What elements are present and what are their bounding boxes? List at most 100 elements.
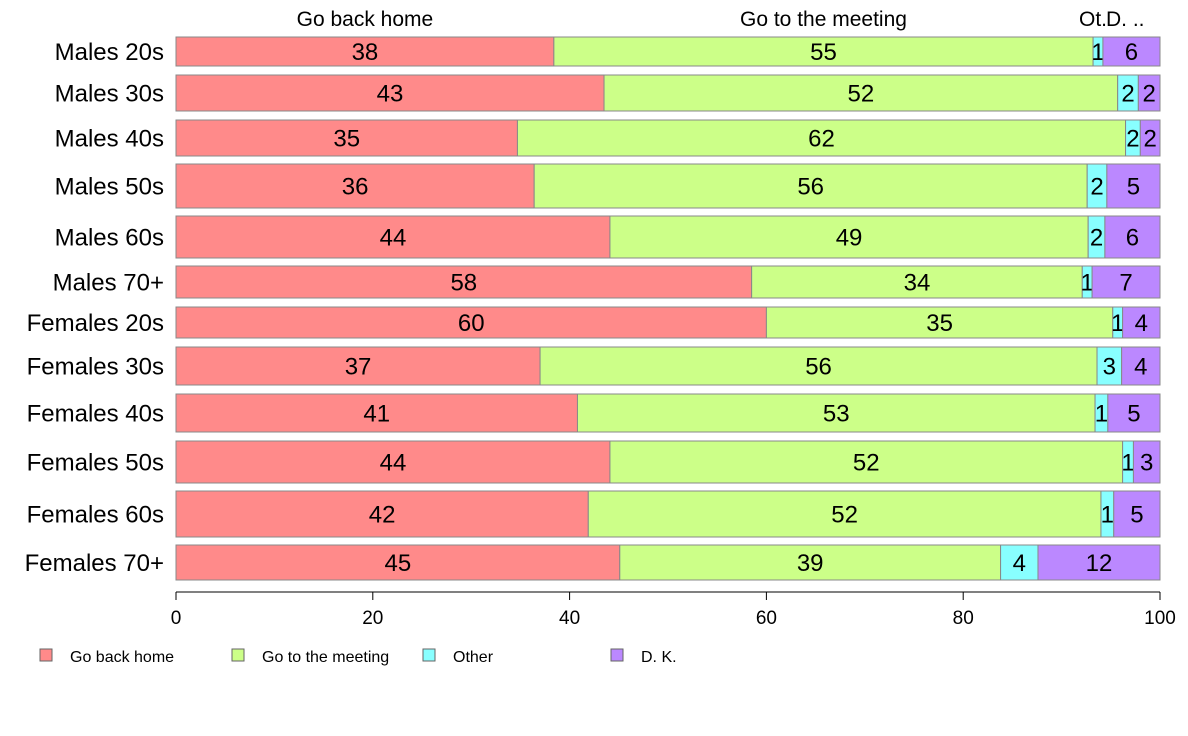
bar-segment xyxy=(175,36,555,67)
bar-value-label: 1 xyxy=(1095,401,1108,428)
bar-value-label: 53 xyxy=(823,401,850,428)
bar-value-label: 58 xyxy=(450,270,477,297)
bar-segment xyxy=(175,393,578,433)
bar-value-label: 35 xyxy=(926,310,953,337)
bar-segment xyxy=(1122,306,1161,339)
bar-segment xyxy=(175,215,611,259)
legend-label: D. K. xyxy=(641,649,677,666)
legend-label: Go to the meeting xyxy=(262,649,389,666)
bar-value-label: 56 xyxy=(805,354,832,381)
bar-segment xyxy=(1102,36,1161,67)
bar-segment xyxy=(175,306,767,339)
bar-value-label: 39 xyxy=(797,550,824,577)
top-label: Go back home xyxy=(297,8,434,31)
legend-swatch xyxy=(422,648,436,662)
category-label: Females 30s xyxy=(27,354,164,381)
bar-value-label: 4 xyxy=(1134,354,1147,381)
bar-value-label: 3 xyxy=(1103,354,1116,381)
x-tick-label: 100 xyxy=(1144,608,1176,629)
bar-value-label: 1 xyxy=(1081,270,1094,297)
bar-value-label: 2 xyxy=(1090,174,1103,201)
top-label: Ot. xyxy=(1079,8,1107,31)
bar-segment xyxy=(1091,265,1161,299)
bar-value-label: 12 xyxy=(1086,550,1113,577)
bar-value-label: 1 xyxy=(1111,310,1124,337)
x-tick-label: 60 xyxy=(756,608,777,629)
bar-value-label: 5 xyxy=(1130,502,1143,529)
bar-segment xyxy=(539,346,1098,386)
category-label: Females 20s xyxy=(27,310,164,337)
bar-segment xyxy=(1107,393,1161,433)
bar-segment xyxy=(553,36,1094,67)
bar-segment xyxy=(1132,440,1161,484)
bar-value-label: 36 xyxy=(342,174,369,201)
bar-segment xyxy=(175,163,535,209)
bar-value-label: 43 xyxy=(377,81,404,108)
bar-value-label: 52 xyxy=(853,450,880,477)
bar-segment xyxy=(576,393,1096,433)
bar-segment xyxy=(603,74,1119,112)
bar-segment xyxy=(609,440,1124,484)
bar-value-label: 1 xyxy=(1091,39,1104,66)
category-label: Females 60s xyxy=(27,502,164,529)
bar-segment xyxy=(1139,119,1161,157)
bar-value-label: 5 xyxy=(1127,401,1140,428)
category-label: Males 40s xyxy=(55,126,164,153)
bar-segment xyxy=(1104,215,1161,259)
bar-segment xyxy=(1113,490,1161,538)
bar-value-label: 49 xyxy=(836,225,863,252)
bar-value-label: 44 xyxy=(380,225,407,252)
bar-segment xyxy=(609,215,1089,259)
bar-segment xyxy=(751,265,1083,299)
bar-value-label: 1 xyxy=(1121,450,1134,477)
bar-segment xyxy=(175,74,605,112)
bar-value-label: 56 xyxy=(797,174,824,201)
category-label: Females 50s xyxy=(27,450,164,477)
bar-value-label: 6 xyxy=(1125,39,1138,66)
x-tick-label: 40 xyxy=(559,608,580,629)
x-tick-label: 80 xyxy=(953,608,974,629)
x-tick-label: 0 xyxy=(171,608,182,629)
bar-segment xyxy=(175,119,518,157)
bar-segment xyxy=(1106,163,1161,209)
bar-value-label: 60 xyxy=(458,310,485,337)
bar-value-label: 2 xyxy=(1121,81,1134,108)
category-label: Males 20s xyxy=(55,39,164,66)
bar-value-label: 5 xyxy=(1127,174,1140,201)
bar-value-label: 38 xyxy=(352,39,379,66)
bar-segment xyxy=(765,306,1114,339)
bar-segment xyxy=(175,265,753,299)
bar-value-label: 62 xyxy=(808,126,835,153)
bar-value-label: 6 xyxy=(1126,225,1139,252)
bar-value-label: 1 xyxy=(1101,502,1114,529)
legend-swatch xyxy=(39,648,53,662)
bar-segment xyxy=(533,163,1088,209)
bar-segment xyxy=(175,490,589,538)
category-label: Males 30s xyxy=(55,81,164,108)
bar-segment xyxy=(1037,544,1161,581)
top-label: Go to the meeting xyxy=(740,8,907,31)
legend-swatch xyxy=(231,648,245,662)
bar-segment xyxy=(1137,74,1161,112)
bar-value-label: 2 xyxy=(1090,225,1103,252)
bar-value-label: 45 xyxy=(385,550,412,577)
category-label: Males 60s xyxy=(55,225,164,252)
top-label: D. .. xyxy=(1106,8,1145,31)
x-tick-label: 20 xyxy=(362,608,383,629)
bar-value-label: 7 xyxy=(1119,270,1132,297)
category-label: Males 70+ xyxy=(53,270,164,297)
legend-label: Go back home xyxy=(70,649,174,666)
bar-value-label: 37 xyxy=(345,354,372,381)
bar-value-label: 55 xyxy=(810,39,837,66)
bar-value-label: 34 xyxy=(904,270,931,297)
bar-value-label: 52 xyxy=(848,81,875,108)
legend-swatch xyxy=(610,648,624,662)
bar-value-label: 2 xyxy=(1143,126,1156,153)
bar-value-label: 41 xyxy=(363,401,390,428)
bar-value-label: 3 xyxy=(1140,450,1153,477)
bar-value-label: 2 xyxy=(1126,126,1139,153)
category-label: Females 40s xyxy=(27,401,164,428)
bar-value-label: 42 xyxy=(369,502,396,529)
legend-label: Other xyxy=(453,649,494,666)
